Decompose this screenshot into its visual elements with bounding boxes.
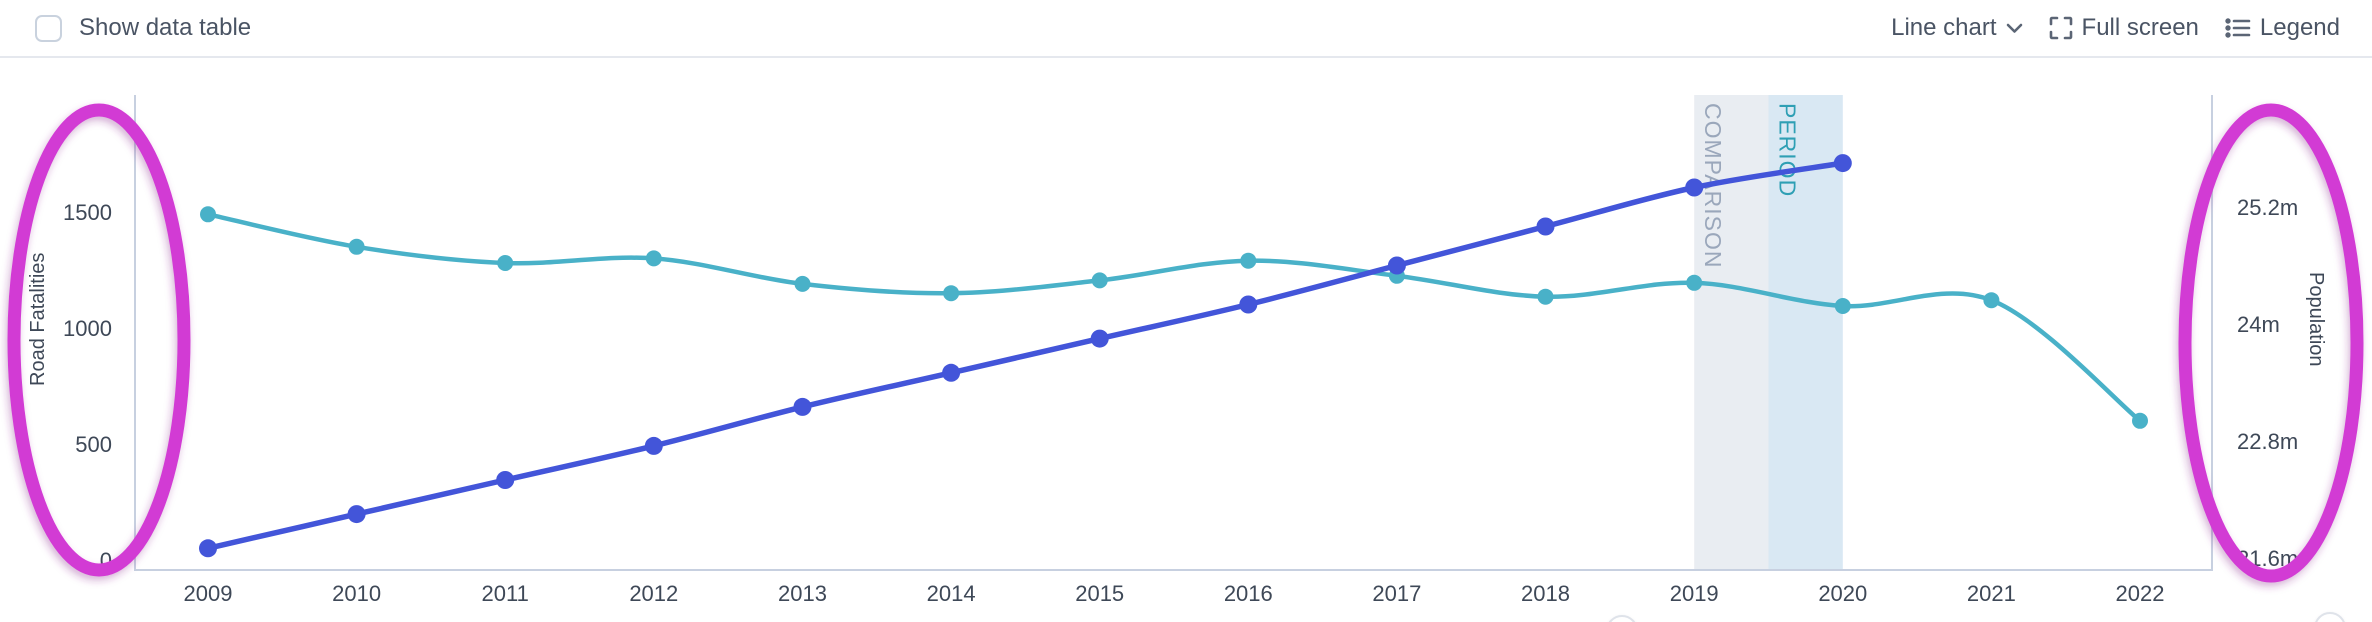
fullscreen-icon [2049, 16, 2072, 40]
population-line [205, 160, 1846, 552]
x-axis-tick-label: 2013 [778, 581, 827, 606]
x-axis-tick-label: 2009 [184, 581, 233, 606]
population-point[interactable] [942, 363, 961, 382]
x-axis-tick-label: 2014 [927, 581, 976, 606]
axis-frame [134, 95, 2213, 571]
road-fatalities-point[interactable] [943, 285, 960, 302]
chart-type-label: Line chart [1891, 14, 1997, 41]
road-fatalities-point[interactable] [1686, 274, 1703, 291]
left-axis-tick-label: 1500 [63, 200, 112, 225]
fullscreen-label: Full screen [2081, 14, 2199, 41]
population-point[interactable] [1833, 154, 1852, 173]
right-axis-title: Population [2305, 272, 2327, 367]
road-fatalities-point[interactable] [1240, 252, 1257, 269]
fullscreen-button[interactable]: Full screen [2049, 14, 2199, 42]
road-fatalities-point[interactable] [794, 275, 811, 292]
x-axis-tick-label: 2010 [332, 581, 381, 606]
road-fatalities-point[interactable] [1091, 272, 1108, 289]
right-axis-tick-label: 24m [2237, 312, 2280, 337]
road-fatalities-line [205, 212, 2143, 424]
population-point[interactable] [199, 539, 217, 558]
legend-button[interactable]: Legend [2225, 14, 2340, 42]
road-fatalities-point[interactable] [1537, 288, 1554, 305]
population-point[interactable] [1685, 178, 1704, 197]
x-axis-tick-label: 2018 [1521, 581, 1570, 606]
band-label: PERIOD [1775, 103, 1801, 197]
legend-list-icon [2225, 18, 2251, 38]
population-point[interactable] [1387, 256, 1406, 275]
road-fatalities-point[interactable] [1834, 298, 1851, 314]
left-axis-tick-label: 1000 [63, 316, 112, 341]
road-fatalities-point[interactable] [497, 255, 514, 271]
population-point[interactable] [1536, 217, 1555, 236]
show-data-table-checkbox[interactable] [35, 14, 62, 42]
population-point[interactable] [1239, 295, 1258, 314]
x-axis-tick-label: 2020 [1818, 581, 1867, 606]
road-fatalities-point[interactable] [645, 250, 662, 267]
x-axis-tick-label: 2011 [482, 581, 529, 606]
show-data-table-label: Show data table [79, 14, 252, 41]
left-axis-tick-label: 500 [75, 432, 112, 457]
road-fatalities-point[interactable] [200, 206, 216, 223]
x-axis-tick-label: 2022 [2116, 581, 2165, 606]
road-fatalities-point[interactable] [348, 238, 365, 255]
x-axis-tick-label: 2016 [1224, 581, 1273, 606]
right-axis-tick-label: 21.6m [2237, 546, 2298, 571]
road-fatalities-point[interactable] [1983, 292, 2000, 309]
x-axis-tick-label: 2015 [1075, 581, 1124, 606]
road-fatalities-point[interactable] [2132, 412, 2148, 429]
population-point[interactable] [496, 471, 515, 489]
right-axis-tick-label: 22.8m [2237, 429, 2298, 454]
x-axis-tick-label: 2021 [1967, 581, 2016, 606]
population-point[interactable] [644, 436, 663, 455]
left-axis-title: Road Fatalities [27, 253, 49, 386]
x-axis-tick-label: 2012 [629, 581, 678, 606]
chart-toolbar: Show data table Line chart Full [0, 0, 2372, 58]
legend-label: Legend [2259, 14, 2340, 41]
population-point[interactable] [1090, 329, 1109, 348]
toolbar-actions: Line chart Full screen [1891, 14, 2340, 42]
chart-type-dropdown[interactable]: Line chart [1891, 14, 2022, 42]
x-axis-tick-label: 2017 [1372, 581, 1421, 606]
left-axis-tick-label: 0 [100, 548, 112, 573]
x-axis-tick-label: 2019 [1670, 581, 1719, 606]
right-axis-tick-label: 25.2m [2237, 195, 2298, 220]
population-point[interactable] [793, 397, 812, 416]
population-point[interactable] [347, 505, 366, 524]
show-data-table-control: Show data table [35, 14, 251, 42]
chevron-down-icon [2006, 23, 2022, 33]
